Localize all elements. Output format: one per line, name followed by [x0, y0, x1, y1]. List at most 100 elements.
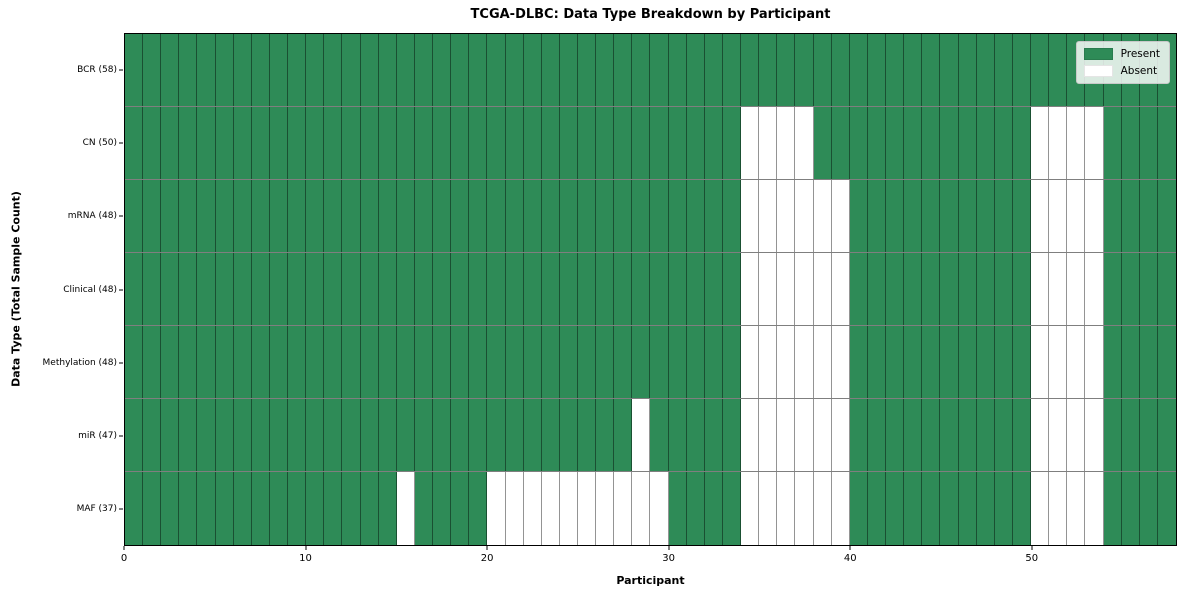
heatmap-cell — [632, 326, 651, 398]
heatmap-cell — [976, 399, 995, 471]
legend-entry-absent: Absent — [1083, 65, 1160, 77]
heatmap-cell — [197, 326, 216, 398]
heatmap-cell — [704, 34, 723, 106]
heatmap-cell — [741, 107, 760, 179]
heatmap-cell — [994, 472, 1013, 545]
heatmap-cell — [233, 253, 252, 325]
heatmap-cell — [922, 399, 941, 471]
heatmap-cell — [288, 180, 307, 252]
heatmap-cell — [813, 472, 832, 545]
heatmap-cell — [668, 180, 687, 252]
heatmap-cell — [668, 34, 687, 106]
legend-swatch-present — [1083, 48, 1113, 60]
heatmap-cell — [1067, 180, 1086, 252]
heatmap-cell — [378, 326, 397, 398]
heatmap-cell — [813, 326, 832, 398]
heatmap-cell — [795, 399, 814, 471]
heatmap-cell — [251, 326, 270, 398]
y-tick-mark — [119, 69, 123, 71]
heatmap-cell — [215, 34, 234, 106]
heatmap-cell — [795, 253, 814, 325]
heatmap-cell — [306, 399, 325, 471]
heatmap-cell — [469, 253, 488, 325]
heatmap-cell — [886, 326, 905, 398]
heatmap-cell — [922, 472, 941, 545]
heatmap-cell — [396, 326, 415, 398]
heatmap-cell — [922, 34, 941, 106]
heatmap-cell — [306, 180, 325, 252]
heatmap-cell — [867, 472, 887, 545]
heatmap-cell — [342, 399, 361, 471]
heatmap-cell — [1121, 180, 1140, 252]
heatmap-cell — [1121, 399, 1140, 471]
heatmap-cell — [668, 472, 687, 545]
heatmap-cell — [396, 107, 415, 179]
heatmap-cell — [904, 472, 923, 545]
heatmap-cell — [904, 180, 923, 252]
heatmap-cell — [1157, 326, 1176, 398]
heatmap-cell — [777, 180, 796, 252]
heatmap-cell — [922, 326, 941, 398]
heatmap-cell — [269, 180, 289, 252]
heatmap-cell — [288, 107, 307, 179]
heatmap-cell — [777, 326, 796, 398]
heatmap-cell — [451, 253, 470, 325]
heatmap-cell — [433, 399, 452, 471]
heatmap-cell — [777, 107, 796, 179]
heatmap-cell — [414, 399, 434, 471]
heatmap-cell — [686, 253, 705, 325]
heatmap-cell — [1139, 399, 1158, 471]
heatmap-cell — [541, 253, 560, 325]
heatmap-cell — [269, 326, 289, 398]
heatmap-cell — [886, 107, 905, 179]
legend: Present Absent — [1075, 41, 1170, 84]
heatmap-cell — [1085, 472, 1104, 545]
heatmap-cell — [632, 472, 651, 545]
heatmap-cell — [831, 326, 850, 398]
heatmap-cell — [686, 107, 705, 179]
heatmap-cell — [487, 399, 506, 471]
heatmap-cell — [704, 253, 723, 325]
heatmap-cell — [1085, 180, 1104, 252]
heatmap-cell — [831, 107, 850, 179]
y-tick-label: BCR (58) — [77, 64, 117, 75]
heatmap-cell — [849, 180, 868, 252]
heatmap-cell — [904, 326, 923, 398]
y-tick-mark — [119, 362, 123, 364]
y-tick-mark — [119, 435, 123, 437]
heatmap-cell — [559, 399, 579, 471]
heatmap-cell — [233, 107, 252, 179]
heatmap-cell — [867, 34, 887, 106]
heatmap-cell — [269, 253, 289, 325]
heatmap-cell — [125, 253, 144, 325]
heatmap-cell — [1121, 472, 1140, 545]
heatmap-cell — [849, 253, 868, 325]
heatmap-cell — [886, 399, 905, 471]
y-tick-label: Methylation (48) — [42, 357, 117, 368]
x-tick-mark — [305, 546, 307, 550]
heatmap-cell — [867, 326, 887, 398]
heatmap-row — [125, 399, 1176, 472]
heatmap-cell — [360, 107, 379, 179]
heatmap-cell — [161, 399, 180, 471]
heatmap-cell — [469, 399, 488, 471]
heatmap-cell — [269, 472, 289, 545]
heatmap-cell — [578, 253, 597, 325]
heatmap-cell — [288, 399, 307, 471]
heatmap-cell — [741, 34, 760, 106]
heatmap-cell — [523, 253, 542, 325]
heatmap-cell — [1031, 180, 1050, 252]
heatmap-cell — [215, 326, 234, 398]
heatmap-cell — [958, 472, 977, 545]
heatmap-cell — [414, 34, 434, 106]
heatmap-cell — [1157, 253, 1176, 325]
heatmap-cell — [541, 472, 560, 545]
heatmap-cell — [451, 326, 470, 398]
heatmap-cell — [251, 107, 270, 179]
heatmap-cell — [777, 34, 796, 106]
heatmap-cell — [1031, 326, 1050, 398]
heatmap-cell — [360, 399, 379, 471]
heatmap-cell — [342, 107, 361, 179]
heatmap-cell — [596, 253, 615, 325]
heatmap-cell — [197, 34, 216, 106]
